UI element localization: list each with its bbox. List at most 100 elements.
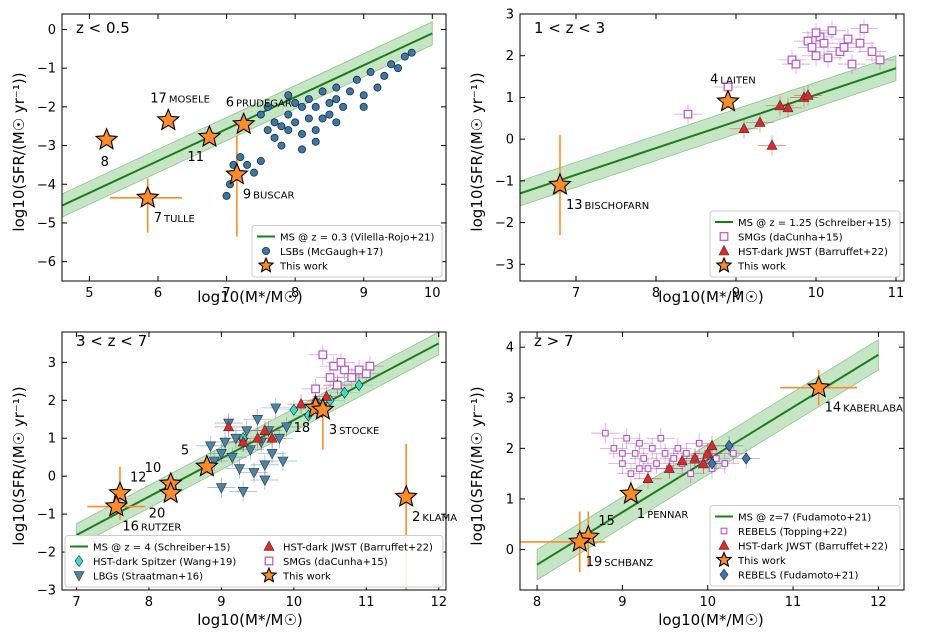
this-work-star xyxy=(394,484,418,508)
legend-entry: HST-dark Spitzer (Wang+19) xyxy=(93,557,236,568)
data-point xyxy=(707,457,717,470)
y-tick-label: −4 xyxy=(37,178,56,193)
data-point xyxy=(332,380,342,390)
y-tick-label: 0 xyxy=(506,133,514,148)
star-label-name: RUTZER xyxy=(141,523,182,534)
data-point xyxy=(359,102,368,111)
data-point xyxy=(623,434,631,442)
y-tick-label: 3 xyxy=(506,8,514,23)
data-point xyxy=(222,191,231,200)
data-point xyxy=(311,126,320,135)
data-point xyxy=(774,99,786,111)
data-point xyxy=(687,470,695,477)
data-point xyxy=(320,390,332,401)
y-tick-label: 0 xyxy=(48,470,56,485)
data-point xyxy=(244,445,256,456)
legend-marker xyxy=(719,568,729,581)
this-work-star xyxy=(231,111,256,135)
legend-entry: MS @ z=7 (Fudamoto+21) xyxy=(738,513,871,524)
star-label-name: KABERLABA xyxy=(843,404,903,415)
star-label: 3 STOCKE xyxy=(329,423,379,438)
data-point xyxy=(721,460,729,467)
this-work-star xyxy=(104,494,129,517)
data-point xyxy=(361,369,371,379)
data-point xyxy=(661,450,669,457)
this-work-star xyxy=(135,185,160,208)
data-point xyxy=(345,87,354,96)
legend-entry: This work xyxy=(737,262,786,273)
data-point xyxy=(407,48,416,57)
data-point xyxy=(256,110,265,119)
panel-high-z-ylabel: log10(SFR/(M☉ yr⁻¹)) xyxy=(10,386,28,545)
this-work-star xyxy=(311,397,335,420)
data-point xyxy=(347,373,357,382)
data-point xyxy=(304,114,313,123)
data-point xyxy=(215,449,227,460)
data-point xyxy=(208,456,220,468)
legend-marker xyxy=(260,566,278,583)
y-tick-label: −5 xyxy=(37,216,56,231)
data-point xyxy=(297,145,306,154)
data-point xyxy=(875,55,885,65)
data-point xyxy=(248,468,260,479)
x-tick-label: 7 xyxy=(572,286,580,301)
star-label: 4 LAITEN xyxy=(710,73,756,88)
x-tick-label: 9 xyxy=(732,286,740,301)
data-point xyxy=(270,403,282,415)
data-point xyxy=(640,455,648,462)
legend-entry: HST-dark JWST (Barruffet+22) xyxy=(283,543,433,554)
data-point xyxy=(284,91,293,100)
legend-entry: HST-dark JWST (Barruffet+22) xyxy=(738,247,888,258)
data-point xyxy=(340,386,349,399)
data-point xyxy=(683,450,690,457)
x-tick-label: 6 xyxy=(154,286,162,301)
x-tick-label: 8 xyxy=(145,595,153,610)
data-point xyxy=(676,454,688,466)
data-point xyxy=(729,450,737,457)
data-point xyxy=(619,450,626,457)
legend-marker xyxy=(74,554,84,568)
data-point xyxy=(366,68,375,77)
data-point xyxy=(234,464,246,475)
star-label: 11 xyxy=(187,150,204,165)
data-point xyxy=(332,95,341,104)
data-point xyxy=(270,118,279,127)
data-point xyxy=(642,472,654,484)
data-point xyxy=(252,432,264,443)
legend-marker xyxy=(261,246,270,255)
data-point xyxy=(291,99,300,108)
data-point xyxy=(867,47,877,56)
data-point xyxy=(241,426,253,437)
data-point xyxy=(259,475,271,487)
x-tick-label: 12 xyxy=(430,595,447,610)
data-point xyxy=(256,157,265,166)
data-point xyxy=(266,449,278,460)
data-point xyxy=(237,487,249,498)
data-point xyxy=(205,441,217,452)
panel-very-high-z-ylabel: log10(SFR/(M☉ yr⁻¹)) xyxy=(468,386,486,545)
data-point xyxy=(631,450,639,457)
data-point xyxy=(670,455,677,462)
axes-frame xyxy=(61,13,447,282)
data-point xyxy=(689,452,701,463)
x-tick-label: 9 xyxy=(217,595,225,610)
this-work-star xyxy=(548,172,572,196)
this-work-star xyxy=(158,480,183,504)
x-tick-label: 8 xyxy=(533,595,541,610)
data-point xyxy=(839,42,849,52)
data-point xyxy=(819,38,829,48)
data-point xyxy=(354,365,364,375)
data-point xyxy=(329,361,339,371)
data-point xyxy=(336,357,346,367)
legend-entry: REBELS (Fudamoto+21) xyxy=(738,571,858,582)
axes-frame xyxy=(519,13,905,282)
y-tick-label: −2 xyxy=(37,100,56,115)
data-point xyxy=(219,437,231,449)
data-point xyxy=(859,24,869,34)
star-label-name: KLAMA xyxy=(422,513,457,524)
data-point xyxy=(318,350,328,360)
data-point xyxy=(648,445,656,452)
legend-marker xyxy=(715,551,733,568)
